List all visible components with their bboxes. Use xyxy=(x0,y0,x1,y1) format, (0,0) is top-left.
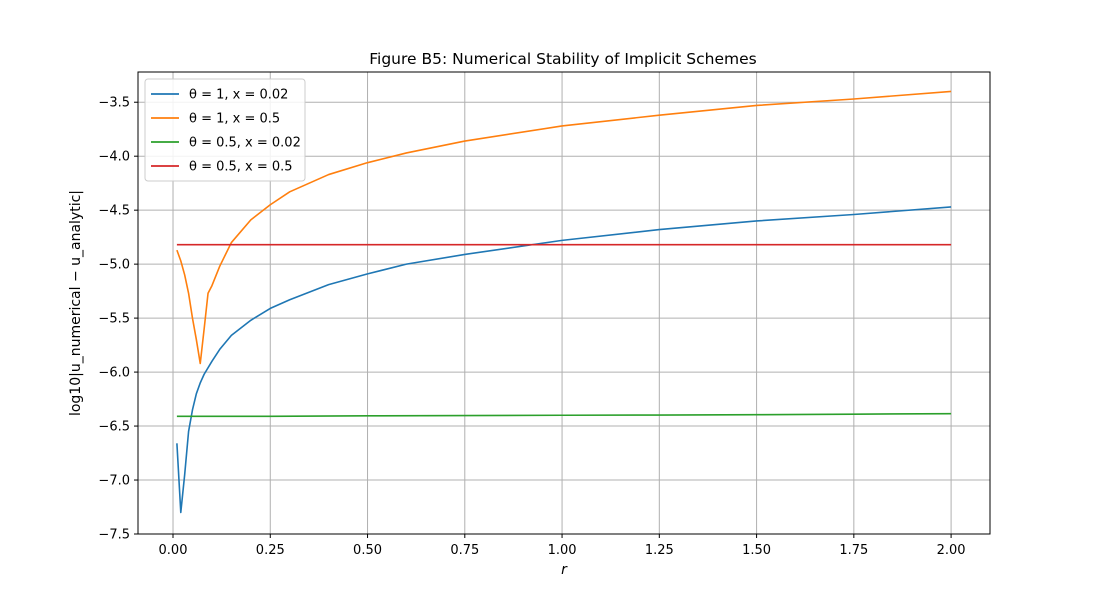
x-tick-label: 2.00 xyxy=(937,543,966,558)
y-tick-label: −4.0 xyxy=(98,150,130,165)
legend-label: θ = 1, x = 0.5 xyxy=(189,112,280,127)
y-tick-label: −4.5 xyxy=(98,204,130,219)
x-axis-ticks: 0.00 0.25 0.50 0.75 1.00 1.25 1.50 1.75 2.00 xyxy=(159,534,966,558)
x-tick-label: 1.50 xyxy=(742,543,771,558)
x-tick-label: 1.25 xyxy=(645,543,674,558)
legend-label: θ = 0.5, x = 0.02 xyxy=(189,136,301,151)
x-tick-label: 0.75 xyxy=(450,543,479,558)
legend-box xyxy=(144,78,306,182)
x-tick-label: 0.25 xyxy=(256,543,285,558)
chart-title: Figure B5: Numerical Stability of Implic… xyxy=(369,50,757,68)
y-axis-ticks: −7.5 −7.0 −6.5 −6.0 −5.5 −5.0 −4.5 −4.0 −3.5 xyxy=(98,96,138,543)
x-tick-label: 1.00 xyxy=(548,543,577,558)
y-tick-label: −3.5 xyxy=(98,96,130,111)
series-line-3 xyxy=(176,412,952,418)
y-tick-label: −6.0 xyxy=(98,366,130,381)
y-tick-label: −7.0 xyxy=(98,474,130,489)
series-line-2 xyxy=(176,90,952,365)
y-tick-label: −6.5 xyxy=(98,420,130,435)
y-tick-label: −5.0 xyxy=(98,258,130,273)
legend-label: θ = 1, x = 0.02 xyxy=(189,88,288,103)
y-tick-label: −5.5 xyxy=(98,312,130,327)
y-axis-label: log10|u_numerical − u_analytic| xyxy=(68,190,84,416)
y-tick-label: −7.5 xyxy=(98,528,130,543)
series-lines xyxy=(176,90,952,514)
x-tick-label: 0.00 xyxy=(159,543,188,558)
x-tick-label: 0.50 xyxy=(353,543,382,558)
plot-frame xyxy=(137,71,991,535)
legend: θ = 1, x = 0.02 θ = 1, x = 0.5 θ = 0.5, x … xyxy=(144,78,306,182)
legend-label: θ = 0.5, x = 0.5 xyxy=(189,160,293,175)
x-tick-label: 1.75 xyxy=(839,543,868,558)
x-axis-label: r xyxy=(561,562,568,578)
